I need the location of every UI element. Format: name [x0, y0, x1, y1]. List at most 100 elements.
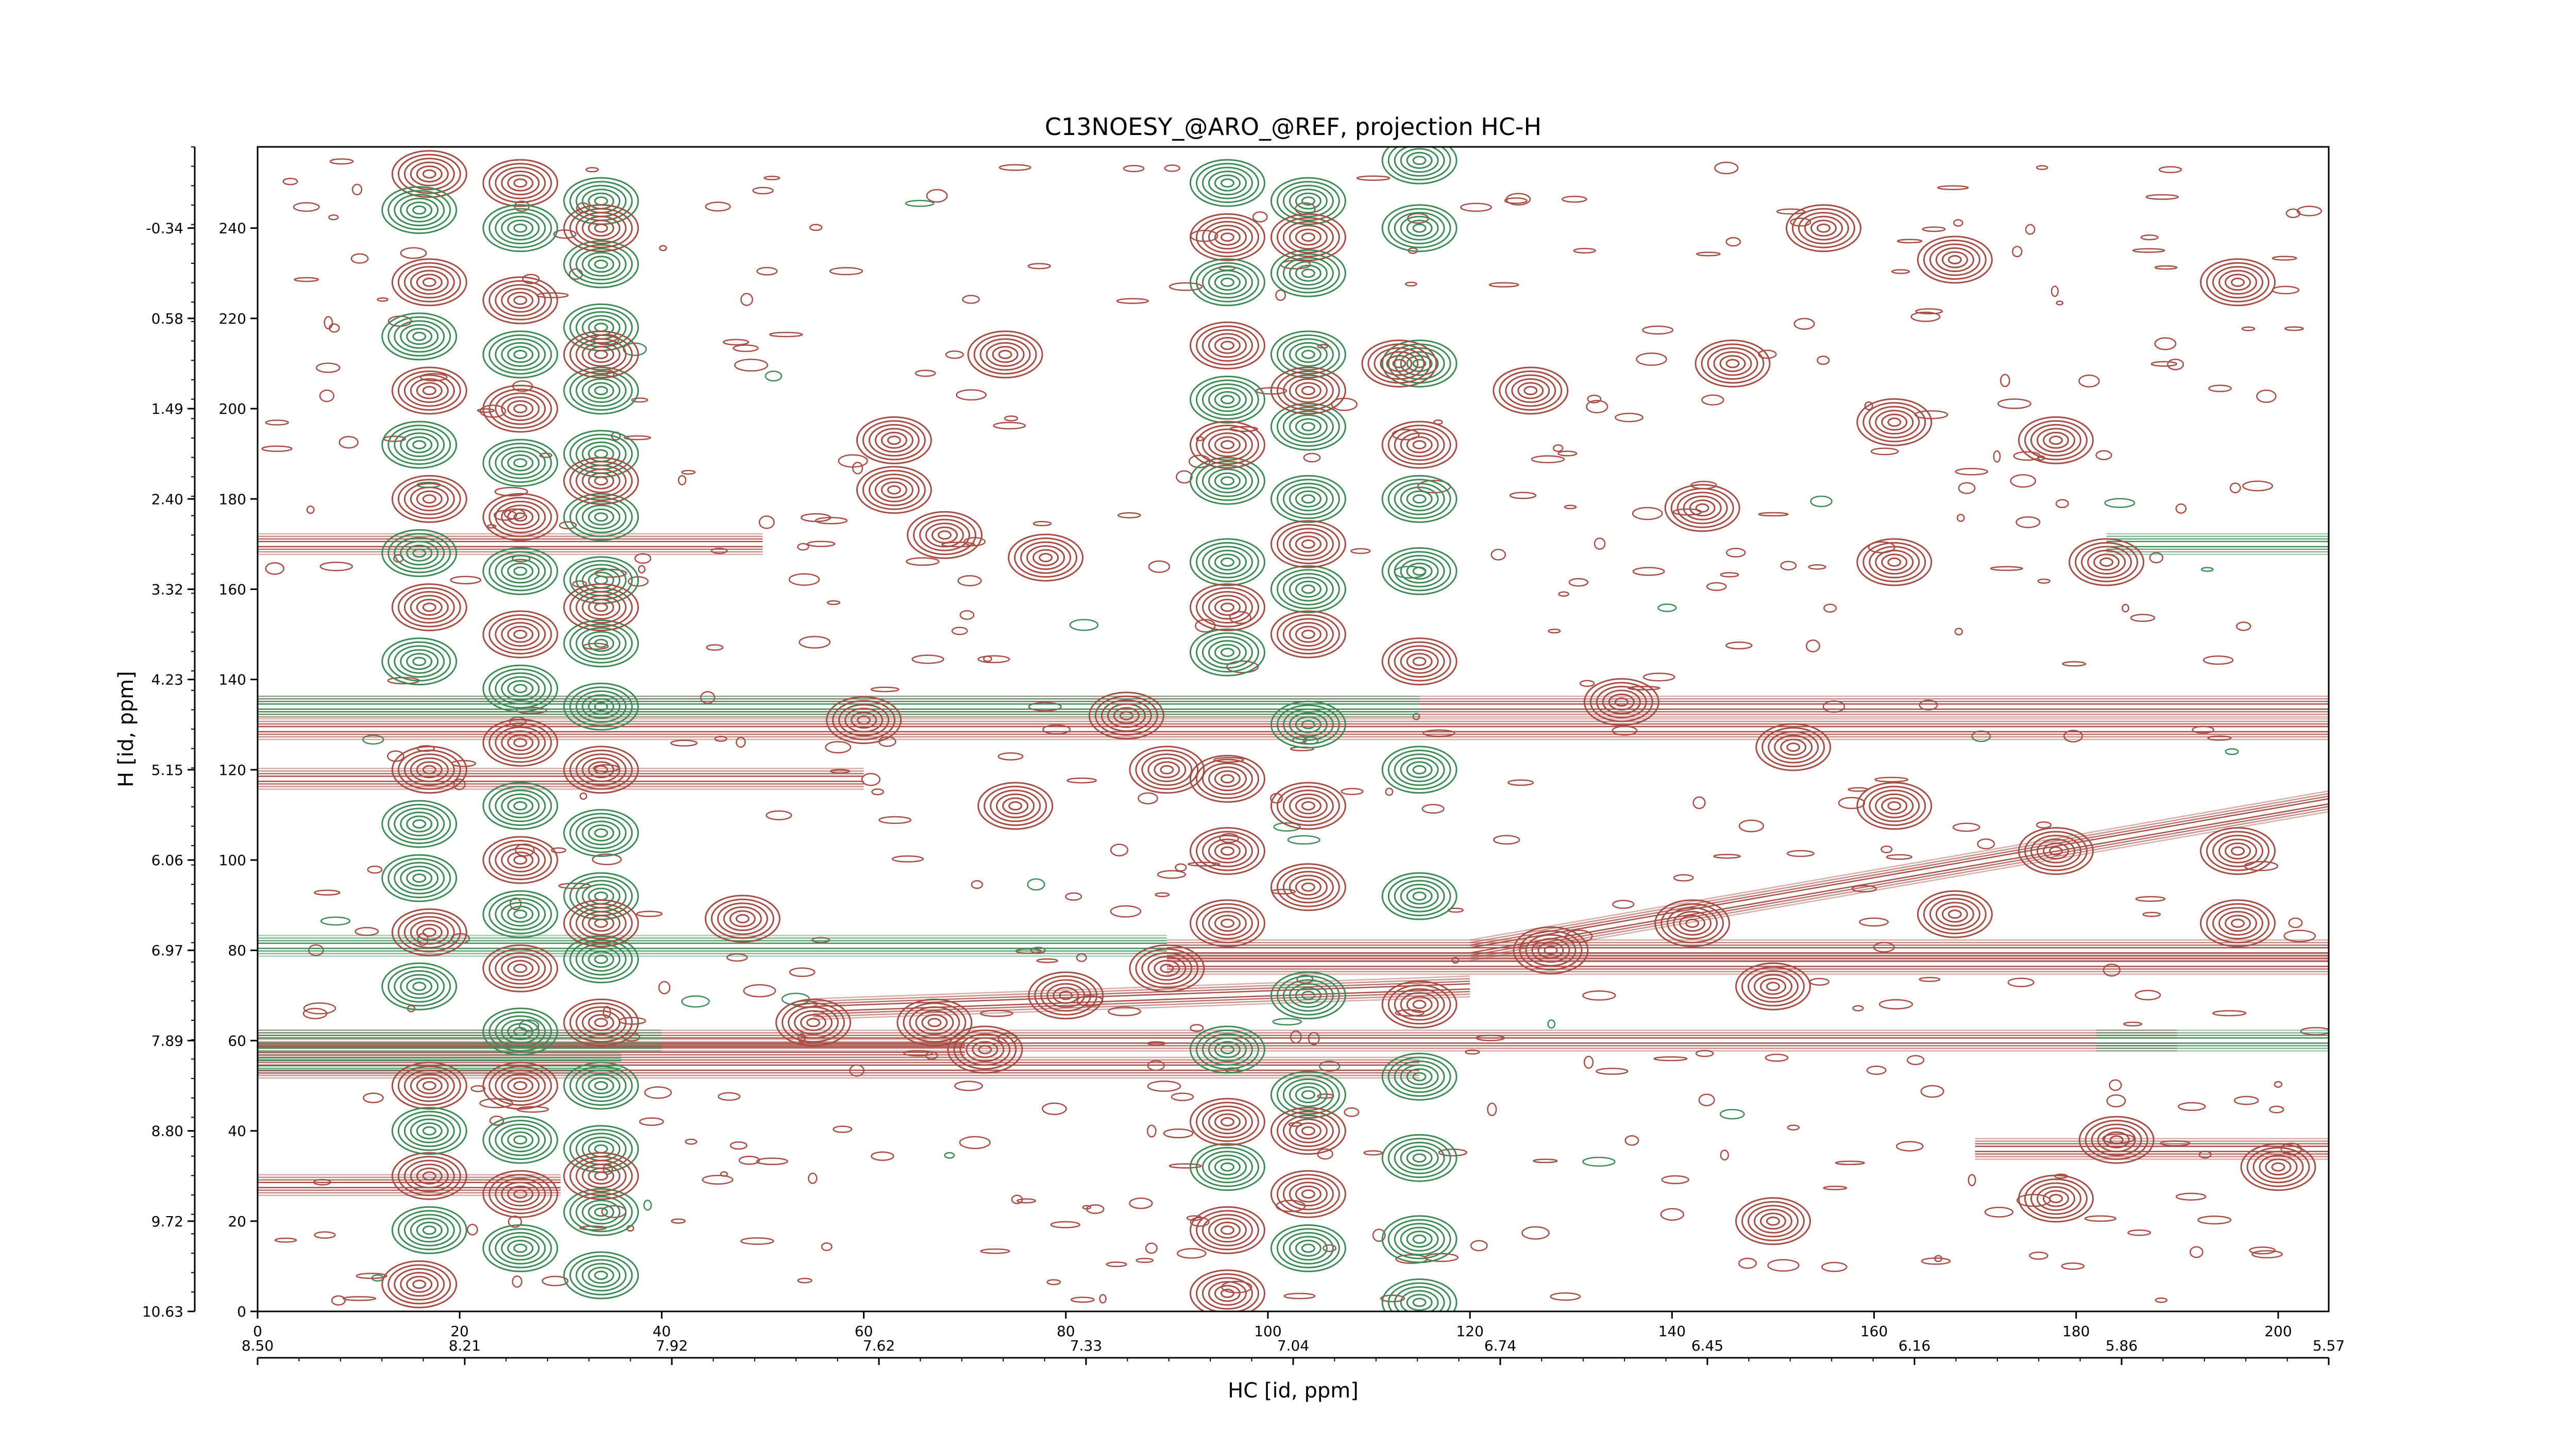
noise-contour [2154, 337, 2177, 350]
noise-contour [1787, 1124, 1800, 1131]
contour-peak [1190, 1269, 1265, 1311]
noise-contour [1713, 853, 1741, 859]
chart-title: C13NOESY_@ARO_@REF, projection HC-H [1045, 113, 1541, 141]
noise-contour [870, 686, 900, 693]
noise-contour [903, 1050, 933, 1057]
contour-peak [482, 204, 558, 252]
noise-contour [1878, 999, 1913, 1010]
contour-peak [1129, 746, 1205, 794]
contour-peak [563, 330, 639, 379]
ppm-x-tick-label: 8.21 [449, 1337, 481, 1354]
noise-contour [2283, 930, 2316, 942]
noise-contour [1725, 237, 1741, 247]
noise-contour [2015, 516, 2041, 528]
y-tick-label: 80 [228, 942, 246, 959]
noise-contour [2013, 451, 2041, 461]
noise-contour [1553, 444, 1564, 452]
noise-contour [1470, 1240, 1488, 1252]
noise-contour [2078, 374, 2100, 387]
noise-contour [1915, 308, 1943, 315]
contour-peak [2018, 1174, 2094, 1223]
noise-contour [800, 513, 832, 523]
contour-peak [896, 998, 973, 1047]
noise-contour [2104, 498, 2136, 508]
y-tick-label: 220 [219, 310, 246, 327]
noise-contour [467, 1224, 478, 1236]
contour-peak [1270, 330, 1346, 379]
y-tick-label: 200 [219, 400, 246, 417]
noise-contour [350, 253, 369, 264]
noise-contour [1725, 641, 1753, 650]
y-tick-label: 180 [219, 491, 246, 508]
noise-contour [926, 189, 948, 203]
contour-ridge [813, 975, 1470, 1020]
noise-contour [1509, 492, 1537, 499]
noise-contour [1696, 251, 1721, 257]
x-tick-label: 80 [1057, 1323, 1075, 1340]
contour-peak [563, 366, 639, 415]
noise-contour [1714, 161, 1739, 175]
noise-contour [1627, 686, 1660, 690]
noise-contour [1273, 822, 1301, 832]
contour-peak [391, 908, 467, 956]
noise-contour [1106, 1261, 1127, 1268]
noise-contour [1642, 325, 1674, 335]
contour-peak [391, 583, 467, 631]
contour-peak [482, 159, 558, 207]
noise-contour [638, 565, 646, 574]
noise-contour [1323, 1244, 1337, 1252]
noise-contour [1042, 1102, 1067, 1115]
contour-peak [1190, 628, 1265, 677]
noise-contour [1870, 447, 1899, 456]
noise-contour [962, 295, 980, 304]
contour-peak [967, 330, 1043, 379]
contour-peak [482, 718, 558, 767]
noise-contour [2256, 390, 2277, 403]
ppm-y-tick-label: 2.40 [151, 491, 183, 508]
noise-contour [945, 350, 964, 359]
noise-contour [809, 224, 823, 231]
contour-peak [1270, 700, 1346, 749]
contour-peak [381, 637, 457, 686]
contour-peak [381, 312, 457, 361]
noise-contour [329, 158, 354, 165]
noise-contour [1213, 757, 1244, 763]
noise-contour [1076, 953, 1087, 962]
contour-peak [1190, 258, 1265, 307]
noise-contour [1874, 777, 1909, 783]
noise-contour [362, 734, 384, 745]
contour-peak [1856, 538, 1933, 586]
contour-peak [482, 610, 558, 659]
noise-contour [1921, 1257, 1951, 1265]
x-tick-label: 120 [1456, 1323, 1483, 1340]
contour-peak [482, 1062, 558, 1110]
contour-peak [1270, 782, 1346, 830]
noise-contour [1891, 269, 1910, 274]
noise-contour [1046, 1279, 1061, 1286]
noise-contour [519, 1019, 539, 1032]
noise-contour [470, 1085, 486, 1092]
contour-peak [563, 809, 639, 857]
contour-peak [1381, 1053, 1458, 1101]
contour-peak [563, 998, 639, 1047]
noise-contour [740, 1237, 774, 1245]
noise-contour [2063, 730, 2083, 743]
noise-contour [319, 390, 335, 402]
noise-contour [1283, 1292, 1316, 1300]
noise-contour [2284, 326, 2304, 331]
noise-contour [2010, 474, 2037, 488]
noise-contour [1065, 892, 1082, 901]
x-tick-label: 180 [2062, 1323, 2090, 1340]
contour-peak [381, 854, 457, 902]
noise-contour [1380, 1294, 1405, 1303]
contour-peak [563, 1188, 639, 1236]
noise-contour [1765, 1053, 1789, 1062]
noise-contour [1404, 281, 1417, 287]
noise-contour [681, 995, 710, 1008]
noise-contour [1493, 835, 1520, 845]
noise-contour [367, 865, 383, 874]
noise-contour [788, 573, 820, 586]
noise-contour [1573, 248, 1596, 254]
noise-contour [911, 654, 944, 664]
noise-contour [1421, 804, 1445, 814]
